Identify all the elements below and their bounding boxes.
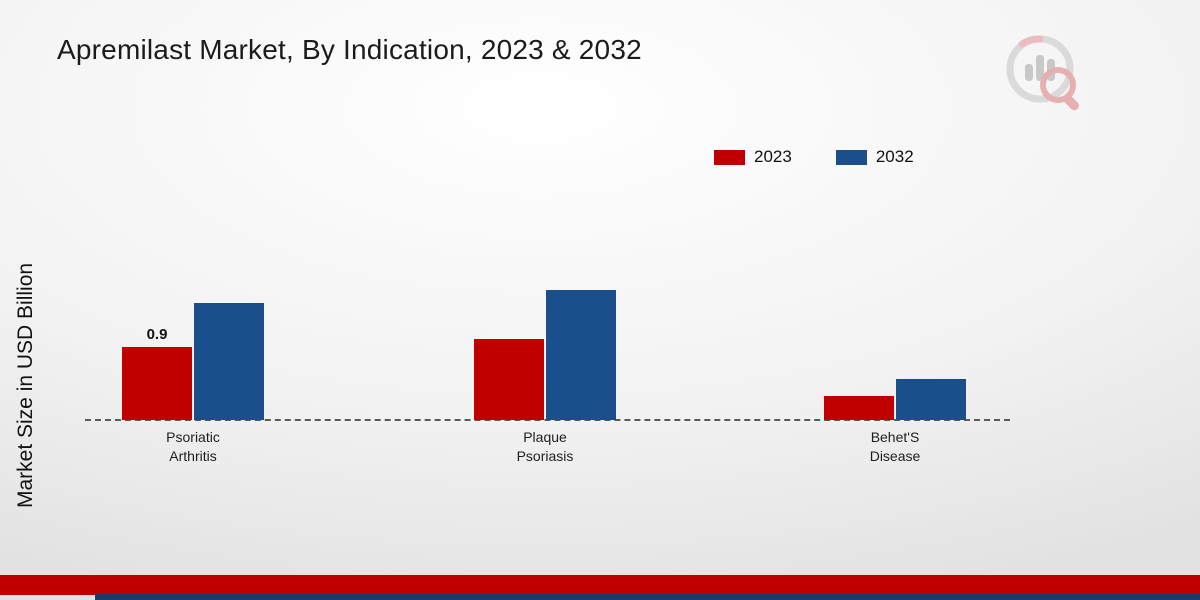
bar-2032-category-2	[546, 290, 616, 420]
bar-data-label: 0.9	[146, 326, 168, 343]
category-label: Psoriatic Arthritis	[166, 429, 220, 464]
legend-item-2023: 2023	[714, 147, 792, 167]
bar-2032-category-1	[194, 303, 264, 420]
legend-swatch	[714, 149, 745, 165]
footer-stripe	[0, 575, 1200, 595]
bar-2023-category-3	[824, 396, 894, 420]
x-axis-baseline	[85, 419, 1010, 421]
legend-swatch	[835, 149, 867, 165]
legend-label: 2023	[754, 147, 792, 166]
legend-label: 2032	[875, 147, 914, 166]
footer-accent-stripe	[95, 594, 1200, 600]
bar-2023-category-1	[122, 347, 192, 420]
chart-title: Apremilast Market, By Indication, 2023 &…	[57, 34, 642, 65]
brand-logo-icon	[1000, 28, 1092, 114]
bar-2032-category-3	[896, 379, 966, 420]
category-label: Behet'S Disease	[869, 429, 921, 464]
bar-2023-category-2	[474, 339, 544, 420]
chart-legend: 2023 2032	[714, 147, 914, 167]
y-axis-label: Market Size in USD Billion	[14, 262, 37, 508]
legend-item-2032: 2032	[835, 147, 914, 167]
plot-area: 0.9 Psoriatic Arthritis Plaque Psoriasis Be…	[85, 150, 1010, 464]
category-label: Plaque Psoriasis	[516, 429, 574, 464]
